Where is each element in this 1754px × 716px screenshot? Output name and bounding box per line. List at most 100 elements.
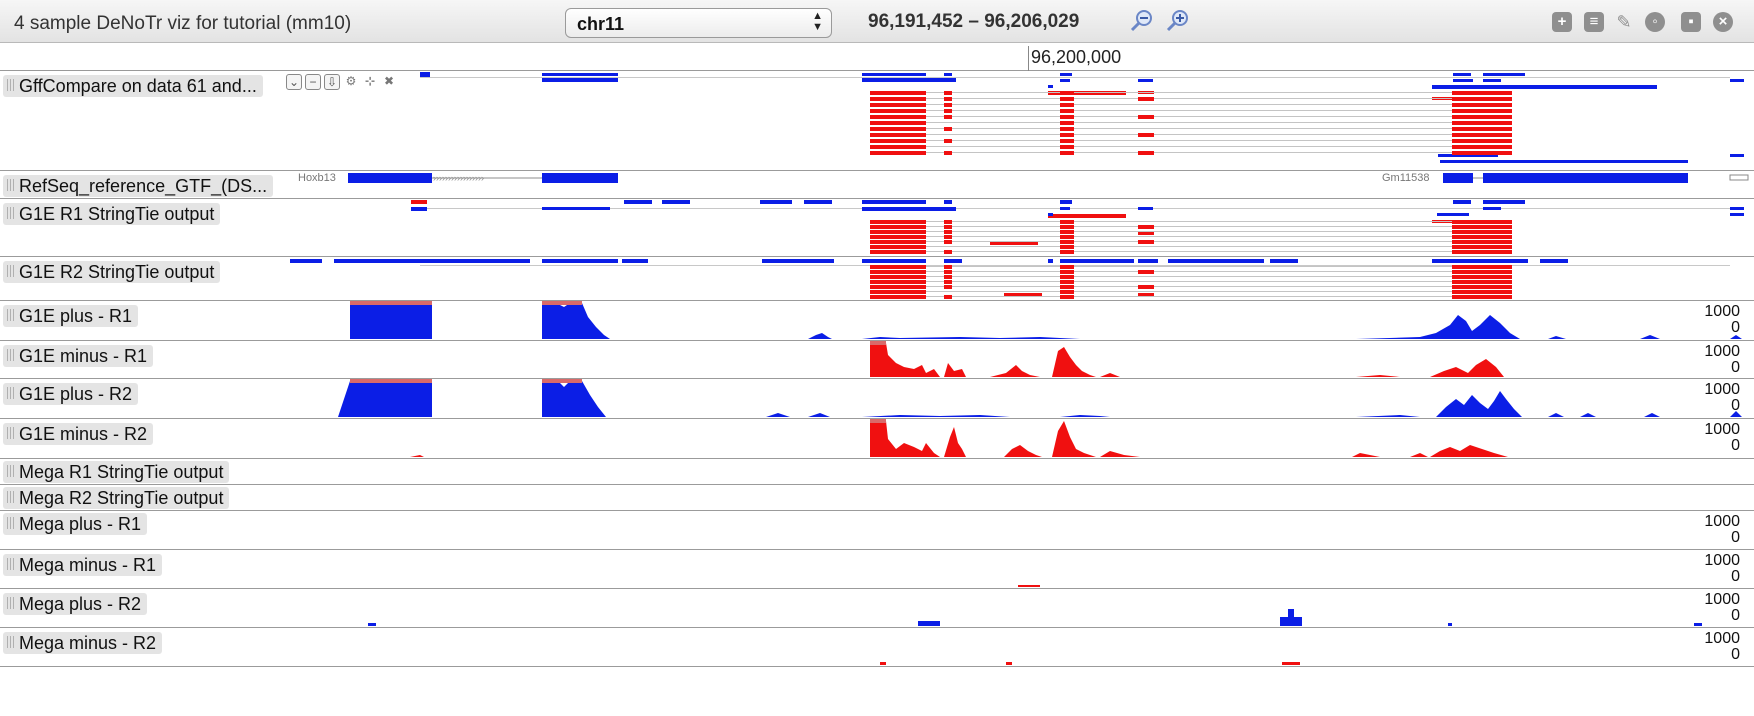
track-g1e-r2-stringtie[interactable]: G1E R2 StringTie output [0,257,1754,301]
intron-line [870,231,1510,232]
refseq-gene-models: Hoxb13 ››››››››››››››››› Gm11538 [298,172,1749,184]
scale-max: 1000 [1704,630,1740,647]
drag-handle-icon[interactable] [7,309,14,321]
bookmarks-icon[interactable]: ≡ [1584,12,1604,32]
track-label[interactable]: G1E plus - R1 [3,305,139,327]
intron-line [870,251,1510,252]
download-track-icon[interactable]: ⇩ [324,74,340,90]
gene-label-hoxb13: Hoxb13 [298,172,336,184]
track-g1e-r1-stringtie[interactable]: G1E R1 StringTie output [0,199,1754,257]
track-label[interactable]: RefSeq_reference_GTF_(DS... [3,175,274,197]
zoom-out-icon[interactable] [1130,9,1154,33]
exon-block [870,250,926,254]
exon-block [944,91,952,95]
exon-block [944,275,952,279]
gear-icon[interactable]: ⚙ [345,74,357,88]
drag-handle-icon[interactable] [7,636,14,648]
drag-handle-icon[interactable] [7,517,14,529]
track-label[interactable]: GffCompare on data 61 and... [3,75,263,97]
chromosome-select[interactable]: chr11 ▲ ▼ [565,8,832,38]
track-label[interactable]: G1E R1 StringTie output [3,203,221,225]
track-gffcompare[interactable]: GffCompare on data 61 and... ⌄ − ⇩ ⚙ ⊹ ✖ [0,71,1754,171]
collapse-track-icon[interactable]: − [305,74,321,90]
exon-block [1060,97,1074,101]
track-mega-r1-stringtie[interactable]: Mega R1 StringTie output [0,459,1754,485]
edit-settings-icon[interactable]: ✎ [1616,12,1632,32]
exon-block [1452,103,1512,107]
track-label[interactable]: Mega minus - R2 [3,632,163,654]
zoom-in-icon[interactable] [1166,9,1190,33]
track-label[interactable]: Mega minus - R1 [3,554,163,576]
track-label[interactable]: Mega R2 StringTie output [3,487,230,509]
filter-icon[interactable]: ⊹ [364,74,376,88]
close-icon[interactable]: × [1713,12,1733,32]
exon-block [1060,290,1074,294]
scale-min: 0 [1731,646,1740,663]
exon-block [944,139,952,143]
track-mega-plus-r1[interactable]: Mega plus - R1 1000 0 [0,511,1754,550]
drag-handle-icon[interactable] [7,79,14,91]
drag-handle-icon[interactable] [7,597,14,609]
drag-handle-icon[interactable] [7,465,14,477]
location-range[interactable]: 96,191,452 – 96,206,029 [868,11,1080,32]
intron-line [870,221,1510,222]
exon-block [1452,290,1512,294]
drag-handle-icon[interactable] [7,179,14,191]
exon-block [944,285,952,289]
track-mega-minus-r2[interactable]: Mega minus - R2 1000 0 [0,628,1754,667]
track-label[interactable]: G1E minus - R1 [3,345,154,367]
coverage-g1e-minus-r2 [410,419,1508,457]
scale-min: 0 [1731,568,1740,585]
exon-block [1138,285,1154,289]
exon-block [1452,230,1512,234]
track-label[interactable]: G1E minus - R2 [3,423,154,445]
track-settings-dropdown-icon[interactable]: ⌄ [286,74,302,90]
drag-handle-icon[interactable] [7,207,14,219]
intron-line [870,291,1510,292]
drag-handle-icon[interactable] [7,491,14,503]
exon-block [1060,240,1074,244]
g1e-r1-transcripts [411,200,1744,254]
exon-block [1060,145,1074,149]
exon-block [944,230,952,234]
track-label[interactable]: G1E R2 StringTie output [3,261,221,283]
remove-track-icon[interactable]: ✖ [383,74,395,88]
circle-view-icon[interactable]: ◦ [1645,12,1665,32]
exon-block [1452,270,1512,274]
track-mega-r2-stringtie[interactable]: Mega R2 StringTie output [0,485,1754,511]
drag-handle-icon[interactable] [7,387,14,399]
add-tracks-icon[interactable]: + [1552,12,1572,32]
exon-block [1452,151,1512,155]
track-g1e-plus-r2[interactable]: G1E plus - R2 1000 0 [0,379,1754,419]
scale-max: 1000 [1704,421,1740,438]
exon-block [1060,121,1074,125]
track-label[interactable]: Mega plus - R2 [3,593,148,615]
exon-block [944,97,952,101]
exon-block [1138,133,1154,137]
drag-handle-icon[interactable] [7,265,14,277]
drag-handle-icon[interactable] [7,427,14,439]
track-g1e-minus-r1[interactable]: G1E minus - R1 1000 0 [0,341,1754,379]
exon-block [870,103,926,107]
track-label[interactable]: G1E plus - R2 [3,383,139,405]
exon-block [1060,91,1074,95]
intron-line [870,116,1510,117]
track-mega-minus-r1[interactable]: Mega minus - R1 1000 0 [0,550,1754,589]
exon-block [870,109,926,113]
exon-block [870,97,926,101]
coverage-g1e-minus-r1 [870,341,1504,377]
track-label[interactable]: Mega plus - R1 [3,513,148,535]
track-g1e-minus-r2[interactable]: G1E minus - R2 1000 0 [0,419,1754,459]
track-label[interactable]: Mega R1 StringTie output [3,461,230,483]
exon-block [1060,225,1074,229]
ruler-label: 96,200,000 [1031,47,1122,67]
track-refseq[interactable]: Hoxb13 ››››››››››››››››› Gm11538 RefSeq_… [0,171,1754,199]
exon-block [944,295,952,299]
track-g1e-plus-r1[interactable]: G1E plus - R1 1000 0 [0,301,1754,341]
track-mega-plus-r2[interactable]: Mega plus - R2 1000 0 [0,589,1754,628]
exon-block [870,91,926,95]
g1e-r1-red-transcripts [870,220,1512,254]
save-icon[interactable]: ▪ [1681,12,1701,32]
drag-handle-icon[interactable] [7,349,14,361]
drag-handle-icon[interactable] [7,558,14,570]
